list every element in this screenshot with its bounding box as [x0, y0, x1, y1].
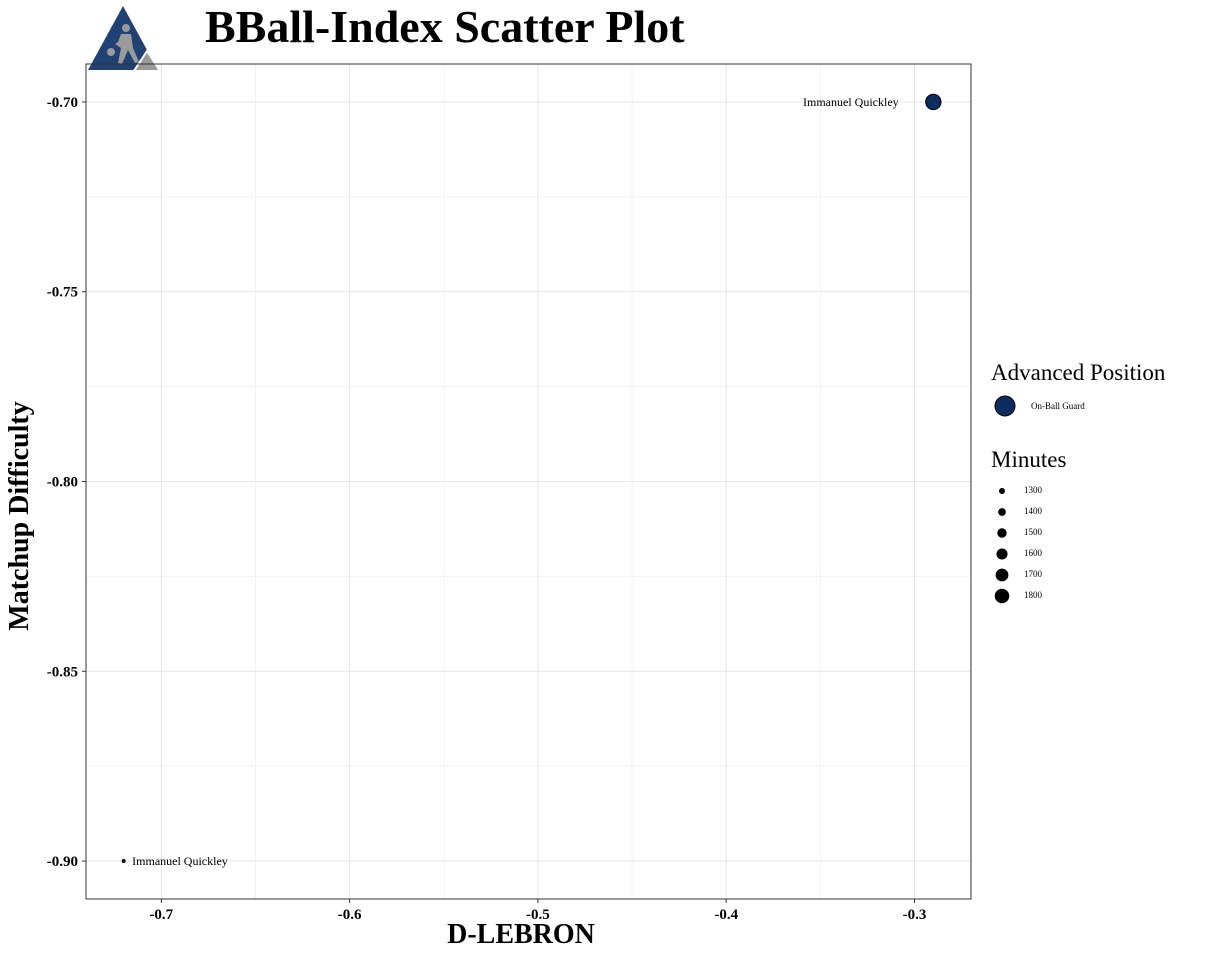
legend: Advanced Position On-Ball Guard Minutes …: [991, 360, 1166, 604]
legend-size-swatch: [995, 568, 1009, 582]
legend-size-label: 1800: [1024, 590, 1043, 600]
y-tick-label: -0.90: [47, 854, 78, 870]
bball-index-logo: [88, 6, 162, 72]
y-tick-label: -0.85: [47, 664, 78, 680]
logo-triangle-secondary: [132, 49, 162, 72]
legend-size-swatch: [998, 508, 1006, 516]
legend-size-label: 1400: [1024, 506, 1043, 516]
chart-title: BBall-Index Scatter Plot: [205, 1, 685, 52]
y-axis-title: Matchup Difficulty: [4, 401, 35, 630]
x-tick-label: -0.4: [714, 907, 738, 923]
y-tick-label: -0.80: [47, 475, 78, 491]
point-label: Immanuel Quickley: [132, 854, 228, 868]
legend-size-swatch: [999, 488, 1005, 494]
grid: [86, 64, 971, 899]
legend-size-label: 1700: [1024, 569, 1043, 579]
x-tick-label: -0.3: [903, 907, 927, 923]
legend-size-label: 1500: [1024, 527, 1043, 537]
x-tick-label: -0.5: [526, 907, 550, 923]
x-tick-label: -0.6: [338, 907, 362, 923]
basketball-player-icon: [107, 24, 139, 64]
point-label: Immanuel Quickley: [803, 95, 899, 109]
legend-size-label: 1300: [1024, 485, 1043, 495]
legend-size-swatch: [994, 588, 1010, 604]
legend-minutes-title: Minutes: [991, 447, 1066, 472]
data-point: [925, 93, 942, 111]
x-axis-title: D-LEBRON: [447, 919, 595, 950]
y-tick-label: -0.70: [47, 95, 78, 111]
legend-size-label: 1600: [1024, 548, 1043, 558]
axis-ticks: -0.7 -0.6 -0.5 -0.4 -0.3 -0.70 -0.75 -0.80 -0.85…: [47, 95, 927, 923]
legend-position-title: Advanced Position: [991, 360, 1166, 385]
data-point: [121, 859, 126, 864]
legend-position-label: On-Ball Guard: [1031, 401, 1085, 411]
legend-position-swatch: [994, 395, 1016, 417]
legend-size-swatch: [996, 548, 1008, 560]
y-tick-label: -0.75: [47, 285, 78, 301]
x-tick-label: -0.7: [149, 907, 173, 923]
legend-size-swatch: [997, 528, 1007, 538]
data-points: Immanuel Quickley Immanuel Quickley: [121, 93, 942, 868]
